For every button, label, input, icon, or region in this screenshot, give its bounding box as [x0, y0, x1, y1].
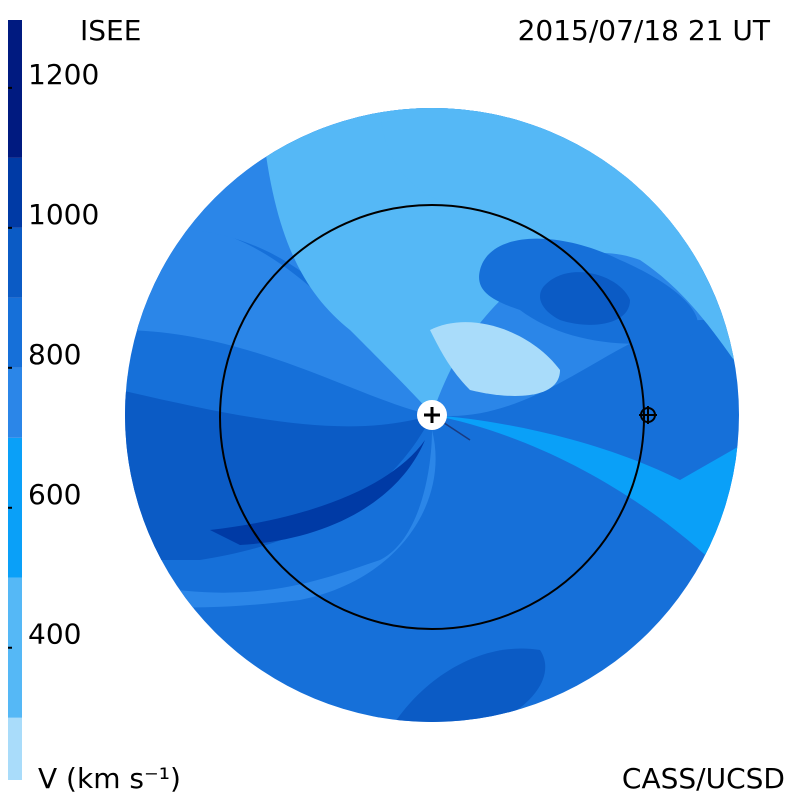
region [210, 440, 425, 545]
earth-orbit [219, 204, 645, 630]
unit-label: V (km s⁻¹) [38, 762, 181, 795]
sun-cross [424, 407, 440, 423]
region [125, 224, 432, 415]
tick-label: 800 [28, 338, 81, 371]
label-left: ISEE [80, 14, 141, 47]
colorbar-band [8, 227, 22, 298]
colorbar-band [8, 367, 22, 438]
tick-label: 600 [28, 478, 81, 511]
colorbar-band [8, 157, 22, 228]
earth-cross [639, 406, 657, 424]
colorbar: 400 600 800 1000 1200 [8, 20, 99, 780]
colorbar-band [8, 577, 22, 718]
colorbar-band [8, 297, 22, 368]
colorbar-band [8, 20, 22, 158]
region [390, 648, 546, 722]
velocity-disk [125, 108, 739, 722]
region [432, 415, 739, 600]
tick-label: 1000 [28, 198, 99, 231]
credit: CASS/UCSD [622, 762, 785, 795]
region [125, 390, 432, 560]
colorbar-band [8, 437, 22, 578]
timestamp: 2015/07/18 21 UT [518, 14, 771, 47]
region [430, 322, 560, 396]
colorbar-band [8, 717, 22, 780]
tick-label: 400 [28, 618, 81, 651]
region [540, 272, 630, 325]
tick-label: 1200 [28, 58, 99, 91]
